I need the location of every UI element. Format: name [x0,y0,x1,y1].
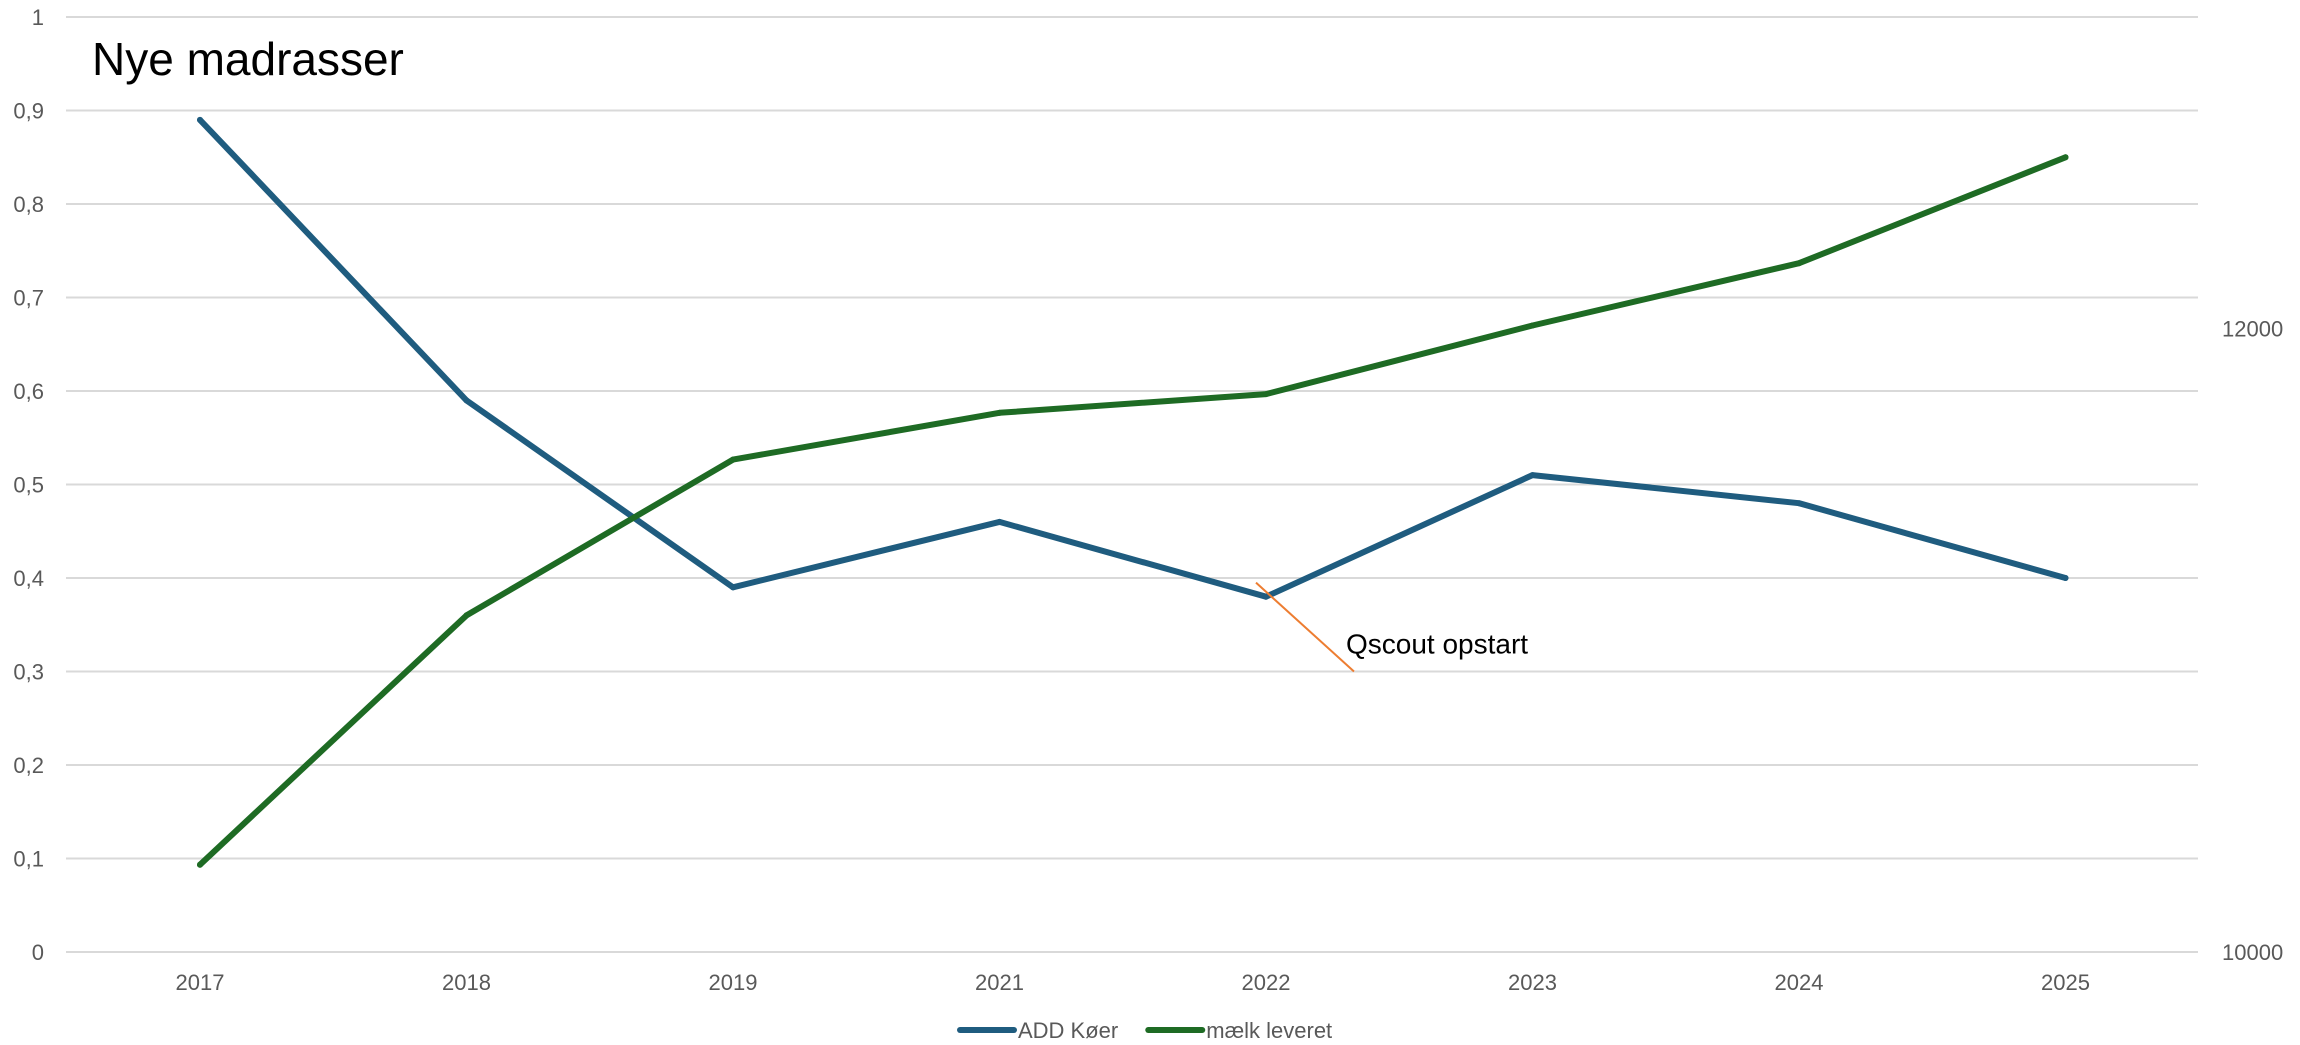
y-tick-label: 0,1 [13,847,44,872]
data-point [730,584,736,591]
data-point [996,518,1003,525]
x-tick-label: 2022 [1242,970,1291,995]
y-tick-label: 0,2 [13,753,44,778]
data-point [2062,575,2069,581]
y-tick-label: 0,6 [13,379,44,404]
x-tick-label: 2025 [2041,970,2090,995]
series-line [197,116,2069,600]
y2-tick-label: 12000 [2222,317,2283,342]
y-tick-label: 0,5 [13,473,44,498]
legend-label: mælk leveret [1206,1018,1332,1043]
x-tick-label: 2018 [442,970,491,995]
y-axis-left: 0 0,1 0,2 0,3 0,4 0,5 0,6 0,7 0,8 0,9 1 [13,5,44,965]
y-axis-right: 10000 12000 [2222,317,2283,965]
legend: ADD Køer mælk leveret [957,1018,1332,1043]
x-tick-label: 2024 [1775,970,1824,995]
data-point [197,861,203,868]
chart-title: Nye madrasser [92,33,404,85]
series-line [197,154,2069,868]
data-point [463,397,470,404]
data-point [1796,260,1802,267]
data-point [463,612,470,619]
gridlines [66,16,2198,953]
y2-tick-label: 10000 [2222,940,2283,965]
data-point [1529,322,1536,329]
annotation: Qscout opstart [1255,581,1528,673]
x-tick-label: 2021 [975,970,1024,995]
y-tick-label: 0,7 [13,286,44,311]
y-tick-label: 0,3 [13,660,44,685]
data-point [2062,154,2069,161]
data-point [1263,593,1269,600]
y-tick-label: 0,4 [13,566,44,591]
data-point [1263,391,1269,398]
data-point [1796,500,1802,507]
y-tick-label: 0 [32,940,44,965]
data-point [197,116,203,123]
legend-label: ADD Køer [1018,1018,1118,1043]
y-tick-label: 0,9 [13,99,44,124]
y-tick-label: 0,8 [13,192,44,217]
annotation-leader-line [1255,581,1355,673]
data-point [996,409,1003,416]
x-tick-label: 2017 [176,970,225,995]
series [197,116,2069,868]
x-axis: 2017 2018 2019 2021 2022 2023 2024 2025 [176,970,2090,995]
x-tick-label: 2023 [1508,970,1557,995]
x-tick-label: 2019 [709,970,758,995]
data-point [1529,472,1536,479]
y-tick-label: 1 [32,5,44,30]
annotation-label: Qscout opstart [1346,628,1528,659]
data-point [730,456,736,463]
